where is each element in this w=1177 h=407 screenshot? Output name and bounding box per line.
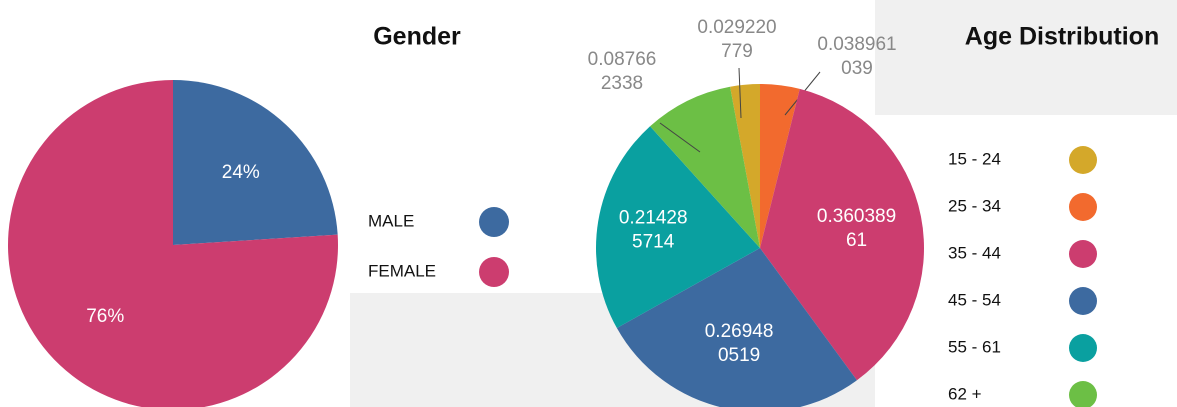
data-label: 76%	[86, 306, 124, 327]
legend-label: 15 - 24	[948, 149, 1001, 168]
pie-slice	[8, 80, 338, 407]
pie-slice	[760, 88, 924, 381]
data-label: 0.360389 61	[817, 206, 896, 251]
data-label: 0.26948 0519	[705, 321, 774, 366]
legend-swatch	[1069, 193, 1097, 221]
pie-slice	[616, 248, 857, 407]
legend-label: 62 +	[948, 384, 982, 403]
legend-swatch	[479, 207, 509, 237]
pie-slice	[173, 80, 338, 245]
legend-label: 45 - 54	[948, 290, 1001, 309]
data-label: 0.21428 5714	[619, 207, 688, 252]
legend-label: FEMALE	[368, 261, 436, 280]
leader-line	[738, 67, 742, 119]
data-label: 0.038961 039	[817, 34, 896, 79]
legend-label: MALE	[368, 211, 414, 230]
pie-slice	[596, 126, 760, 329]
legend-label: 25 - 34	[948, 196, 1001, 215]
legend-swatch	[479, 257, 509, 287]
chart-title: Age Distribution	[965, 23, 1159, 51]
pie-slice	[730, 84, 760, 248]
panel	[875, 115, 1177, 407]
legend-swatch	[1069, 334, 1097, 362]
legend-label: 55 - 61	[948, 337, 1001, 356]
data-label: 24%	[222, 162, 260, 183]
data-label: 0.029220 779	[697, 17, 776, 62]
chart-title: Gender	[373, 23, 461, 51]
legend-label: 35 - 44	[948, 243, 1001, 262]
legend-swatch	[1069, 287, 1097, 315]
leader-line	[659, 122, 701, 153]
data-label: 0.08766 2338	[588, 49, 657, 94]
legend-swatch	[1069, 146, 1097, 174]
pie-slice	[650, 86, 760, 248]
legend-swatch	[1069, 381, 1097, 407]
legend-swatch	[1069, 240, 1097, 268]
pie-slice	[760, 84, 800, 248]
